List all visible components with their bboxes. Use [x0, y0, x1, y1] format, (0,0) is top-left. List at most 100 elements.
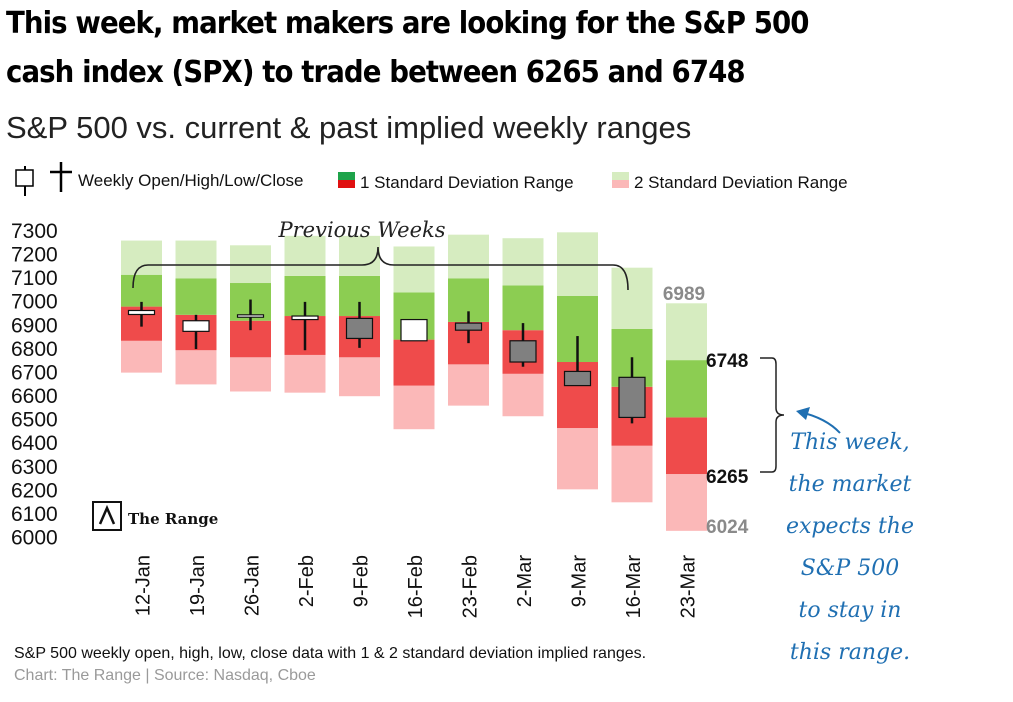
- current-2sd-high-label: 6989: [663, 284, 705, 305]
- lower-2sd-bar: [666, 474, 707, 531]
- annotation-line-3: expects the: [785, 514, 914, 539]
- y-tick-label: 7200: [11, 244, 58, 267]
- candle-body: [291, 315, 319, 321]
- annotation-line-6: this range.: [789, 640, 911, 665]
- candle: [127, 301, 156, 327]
- candle: [182, 314, 210, 350]
- week-column: [284, 235, 326, 393]
- annotation-line-1: This week,: [790, 430, 910, 455]
- annotation-line-4: S&P 500: [800, 556, 900, 581]
- upper-2sd-bar: [557, 232, 598, 296]
- week-column: [666, 303, 707, 531]
- lower-2sd-bar: [121, 340, 162, 373]
- previous-weeks-label: Previous Weeks: [277, 218, 445, 242]
- legend-one-sd-label: 1 Standard Deviation Range: [360, 173, 574, 192]
- legend: Weekly Open/High/Low/Close 1 Standard De…: [15, 162, 848, 196]
- y-tick-label: 7100: [11, 267, 58, 290]
- week-column: [393, 246, 435, 430]
- y-tick-label: 6400: [11, 432, 58, 455]
- y-tick-label: 6100: [11, 503, 58, 526]
- upper-2sd-bar: [339, 235, 380, 276]
- upper-2sd-bar: [666, 303, 707, 361]
- candle-body: [236, 314, 265, 318]
- candle-legend-icon: [15, 162, 72, 196]
- lower-2sd-bar: [502, 373, 544, 417]
- candle: [291, 301, 319, 351]
- range-bars: [121, 232, 707, 531]
- upper-2sd-bar: [284, 235, 326, 276]
- y-tick-label: 7300: [11, 220, 58, 243]
- x-tick-label: 9-Mar: [569, 555, 591, 608]
- candle: [509, 323, 537, 367]
- week-column: [230, 245, 271, 392]
- upper-2sd-bar: [393, 246, 435, 293]
- week-column: [121, 240, 162, 373]
- lower-2sd-bar: [230, 357, 271, 392]
- logo-text: The Range: [128, 510, 218, 528]
- chart: Weekly Open/High/Low/Close 1 Standard De…: [11, 162, 848, 619]
- chart-subtitle: S&P 500 vs. current & past implied weekl…: [6, 110, 692, 145]
- candle-body: [345, 317, 374, 340]
- candles: [127, 299, 646, 424]
- lower-1sd-bar: [666, 417, 707, 475]
- y-tick-label: 6000: [11, 527, 58, 550]
- upper-2sd-bar: [611, 267, 653, 329]
- x-tick-label: 9-Feb: [351, 555, 373, 607]
- upper-2sd-bar: [502, 238, 544, 286]
- x-tick-label: 23-Mar: [678, 555, 700, 619]
- y-tick-label: 6200: [11, 479, 58, 502]
- candle: [345, 301, 374, 348]
- y-tick-label: 6700: [11, 361, 58, 384]
- the-range-logo: The Range: [92, 501, 218, 531]
- y-axis: 7300720071007000690068006700660065006400…: [11, 220, 58, 550]
- candle-body: [127, 309, 156, 316]
- upper-1sd-bar: [121, 274, 162, 307]
- upper-2sd-bar: [121, 240, 162, 275]
- candle: [618, 357, 646, 424]
- lower-2sd-bar: [611, 445, 653, 503]
- lower-2sd-bar: [448, 364, 489, 406]
- range-bracket: [760, 357, 785, 473]
- upper-2sd-bar: [175, 240, 217, 279]
- candle-body: [509, 340, 537, 363]
- upper-1sd-bar: [502, 285, 544, 331]
- current-1sd-high-label: 6748: [706, 351, 748, 372]
- candle: [563, 336, 592, 387]
- x-tick-label: 23-Feb: [460, 555, 482, 618]
- upper-1sd-bar: [175, 278, 217, 315]
- headline-line-2: cash index (SPX) to trade between 6265 a…: [6, 55, 746, 90]
- x-tick-label: 19-Jan: [187, 555, 209, 616]
- upper-1sd-bar: [666, 360, 707, 418]
- x-tick-label: 12-Jan: [133, 555, 155, 616]
- two-sd-legend-swatch: [612, 172, 629, 188]
- y-tick-label: 6900: [11, 314, 58, 337]
- x-tick-label: 26-Jan: [242, 555, 264, 616]
- y-tick-label: 6800: [11, 338, 58, 361]
- candle-body: [400, 318, 428, 342]
- week-column: [557, 232, 598, 490]
- legend-two-sd-label: 2 Standard Deviation Range: [634, 173, 848, 192]
- lower-2sd-bar: [284, 354, 326, 393]
- y-tick-label: 6500: [11, 409, 58, 432]
- footnote: S&P 500 weekly open, high, low, close da…: [14, 645, 647, 662]
- week-column: [502, 238, 544, 417]
- week-column: [175, 240, 217, 385]
- annotation-line-2: the market: [788, 472, 912, 497]
- upper-2sd-bar: [230, 245, 271, 284]
- lower-2sd-bar: [175, 350, 217, 385]
- y-tick-label: 6600: [11, 385, 58, 408]
- x-tick-label: 2-Mar: [514, 555, 536, 608]
- headline-line-1: This week, market makers are looking for…: [6, 6, 809, 41]
- candle: [400, 318, 428, 342]
- current-2sd-low-label: 6024: [706, 517, 749, 538]
- y-tick-label: 7000: [11, 291, 58, 314]
- candle: [236, 299, 265, 331]
- x-axis: 12-Jan 19-Jan 26-Jan 2-Feb 9-Feb 16-Feb 23-Feb…: [133, 555, 700, 619]
- x-tick-label: 16-Mar: [623, 555, 645, 619]
- candle: [454, 311, 483, 344]
- annotation-arrowhead: [796, 407, 810, 420]
- x-tick-label: 16-Feb: [405, 555, 427, 618]
- x-tick-label: 2-Feb: [296, 555, 318, 607]
- lower-2sd-bar: [557, 428, 598, 490]
- candle-body: [454, 322, 483, 331]
